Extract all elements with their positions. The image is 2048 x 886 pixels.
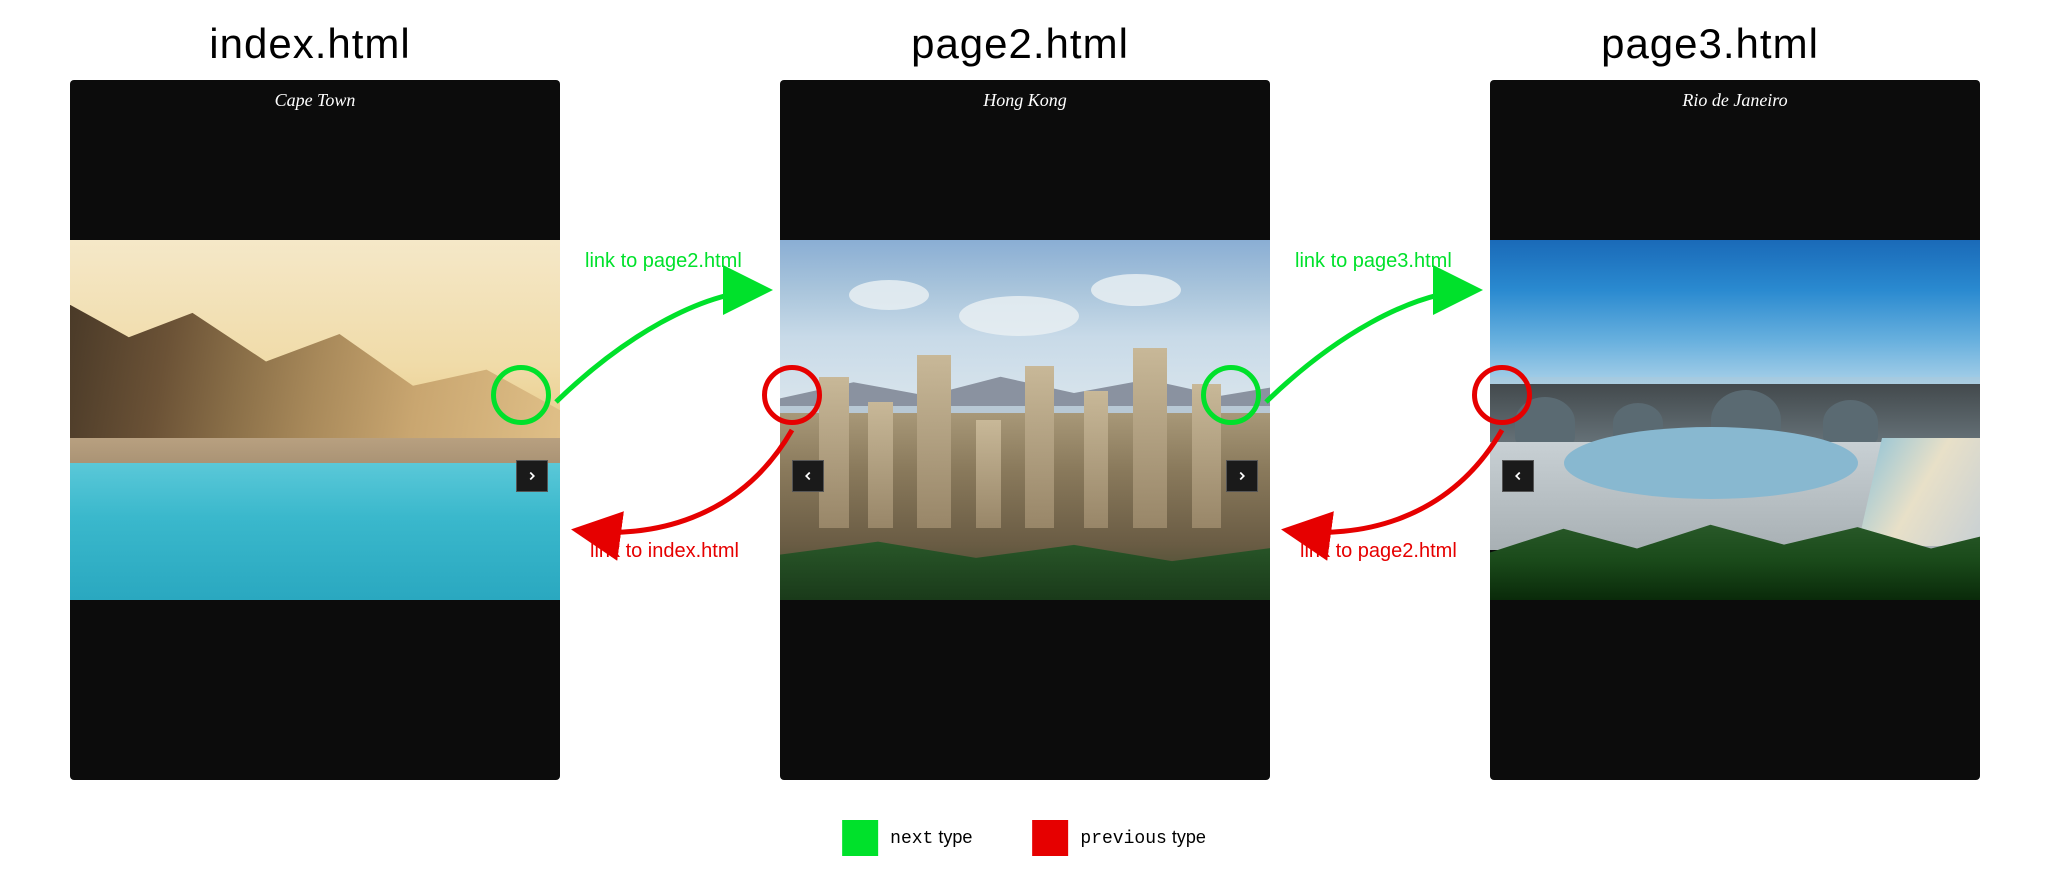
legend-next: next type: [842, 820, 972, 856]
mockup-title: Rio de Janeiro: [1490, 90, 1980, 111]
photo-capetown: [70, 240, 560, 600]
connector-label-next: link to page3.html: [1295, 250, 1452, 273]
connector-arrow-next: [556, 290, 768, 402]
mockup-index: Cape Town: [70, 80, 560, 780]
next-button[interactable]: [1226, 460, 1258, 492]
prev-button[interactable]: [792, 460, 824, 492]
chevron-left-icon: [801, 469, 815, 483]
mockup-title: Hong Kong: [780, 90, 1270, 111]
legend-label-previous: previous type: [1080, 827, 1205, 849]
connector-label-previous: link to page2.html: [1300, 540, 1457, 563]
chevron-right-icon: [1235, 469, 1249, 483]
page-label-page3: page3.html: [1560, 20, 1860, 68]
connector-arrow-previous: [576, 430, 792, 532]
connector-arrow-previous: [1286, 430, 1502, 532]
page-label-page2: page2.html: [870, 20, 1170, 68]
photo-hongkong: [780, 240, 1270, 600]
next-button[interactable]: [516, 460, 548, 492]
legend-previous: previous type: [1032, 820, 1205, 856]
mockup-title: Cape Town: [70, 90, 560, 111]
connector-arrow-next: [1266, 290, 1478, 402]
legend-label-next: next type: [890, 827, 972, 849]
chevron-right-icon: [525, 469, 539, 483]
legend-swatch-previous: [1032, 820, 1068, 856]
connector-label-next: link to page2.html: [585, 250, 742, 273]
mockup-page2: Hong Kong: [780, 80, 1270, 780]
chevron-left-icon: [1511, 469, 1525, 483]
legend: next type previous type: [842, 820, 1206, 856]
photo-rio: [1490, 240, 1980, 600]
mockup-page3: Rio de Janeiro: [1490, 80, 1980, 780]
connector-label-previous: link to index.html: [590, 540, 739, 563]
prev-button[interactable]: [1502, 460, 1534, 492]
legend-swatch-next: [842, 820, 878, 856]
page-label-index: index.html: [160, 20, 460, 68]
